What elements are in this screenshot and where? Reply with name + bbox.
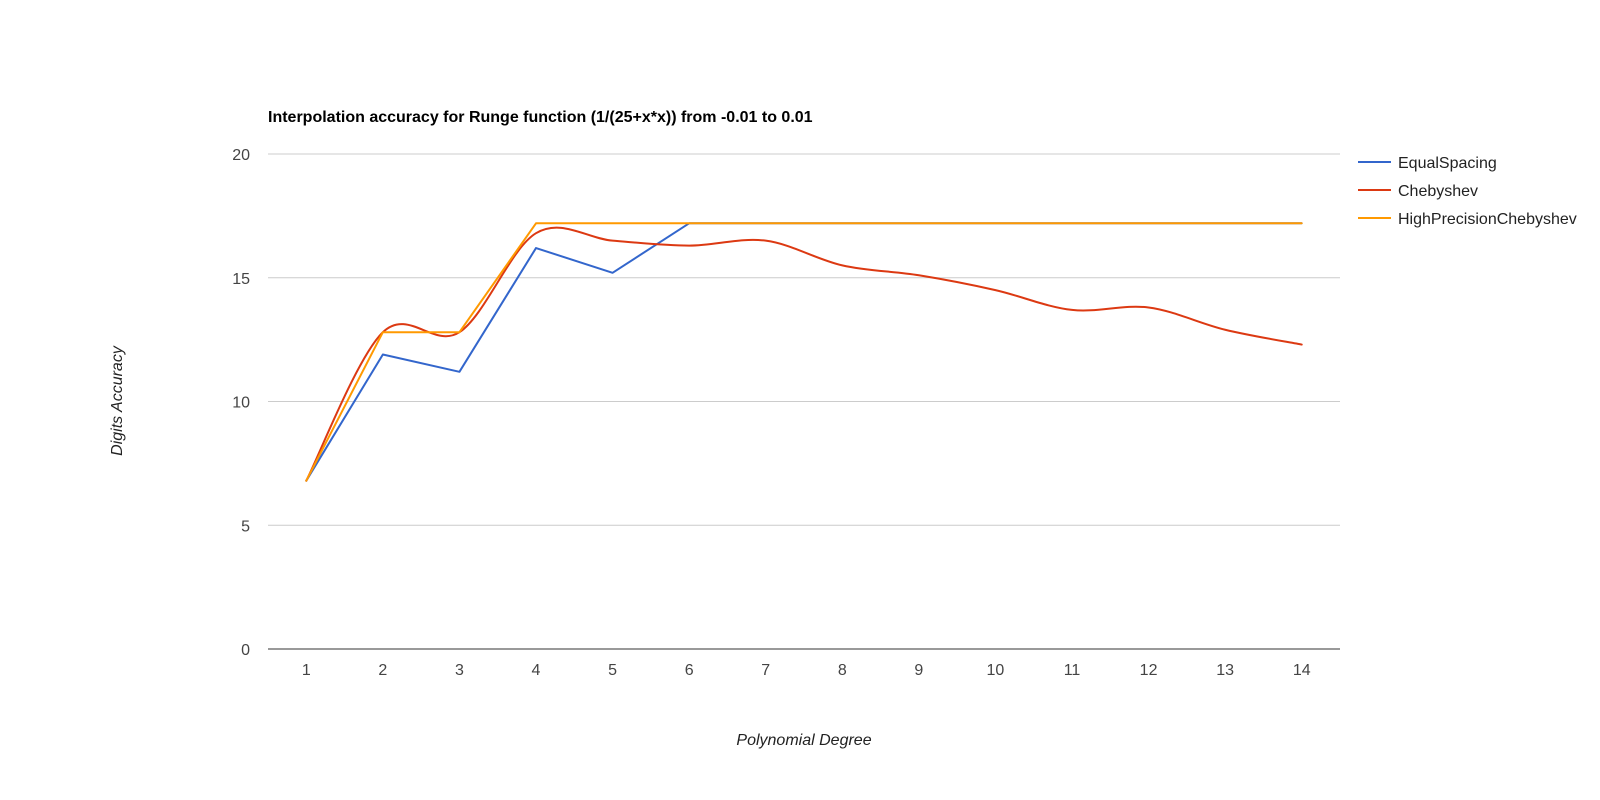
x-axis-title: Polynomial Degree <box>736 732 871 749</box>
x-tick-label: 6 <box>685 662 694 679</box>
x-tick-label: 1 <box>302 662 311 679</box>
x-tick-label: 12 <box>1140 662 1158 679</box>
x-tick-label: 13 <box>1216 662 1234 679</box>
x-tick-label: 5 <box>608 662 617 679</box>
x-tick-label: 2 <box>378 662 387 679</box>
series-line-equalspacing <box>305 222 1303 482</box>
x-tick-label: 4 <box>532 662 541 679</box>
y-tick-label: 10 <box>232 395 250 412</box>
legend-label: EqualSpacing <box>1398 155 1497 172</box>
chart-title: Interpolation accuracy for Runge functio… <box>268 109 813 126</box>
y-tick-label: 0 <box>241 642 250 659</box>
x-tick-label: 9 <box>914 662 923 679</box>
x-tick-label: 10 <box>987 662 1005 679</box>
x-tick-label: 11 <box>1064 662 1081 679</box>
x-tick-label: 3 <box>455 662 464 679</box>
x-tick-label: 14 <box>1293 662 1311 679</box>
x-tick-label: 8 <box>838 662 847 679</box>
y-tick-label: 20 <box>232 147 250 164</box>
x-tick-label: 7 <box>761 662 770 679</box>
series-line-highprecisionchebyshev <box>305 222 1303 482</box>
y-tick-label: 15 <box>232 271 250 288</box>
legend-label: HighPrecisionChebyshev <box>1398 211 1577 228</box>
series-line-chebyshev <box>305 226 1303 482</box>
legend: EqualSpacing Chebyshev HighPrecisionChebys… <box>1358 155 1577 228</box>
legend-label: Chebyshev <box>1398 183 1478 200</box>
grid-layer <box>268 153 1340 650</box>
series-layer <box>305 222 1303 482</box>
y-tick-label: 5 <box>241 518 250 535</box>
y-axis-title: Digits Accuracy <box>109 345 126 456</box>
